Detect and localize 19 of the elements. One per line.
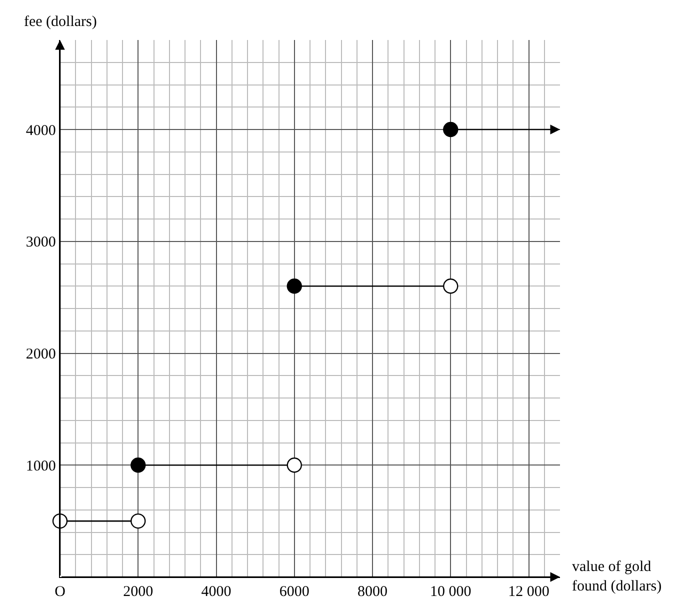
y-tick-label: 3000 <box>26 234 56 251</box>
x-tick-label: 8000 <box>358 584 388 600</box>
x-tick-label: 6000 <box>279 584 310 600</box>
point <box>130 458 146 473</box>
y-axis-title: fee (dollars) <box>24 14 97 30</box>
point <box>443 278 458 294</box>
x-tick-label: O <box>54 584 66 600</box>
point <box>286 278 302 294</box>
x-tick-label: 2000 <box>123 584 154 600</box>
x-axis-title: value of gold found (dollars) <box>572 559 662 594</box>
y-tick-label: 4000 <box>26 122 56 139</box>
point <box>286 458 302 473</box>
point <box>130 513 146 529</box>
x-tick-label: 4000 <box>201 584 232 600</box>
point <box>443 122 458 138</box>
y-tick-label: 1000 <box>26 458 56 474</box>
x-tick-label: 12 000 <box>508 584 550 600</box>
y-tick-label: 2000 <box>26 346 56 362</box>
x-tick-label: 10 000 <box>430 584 472 600</box>
